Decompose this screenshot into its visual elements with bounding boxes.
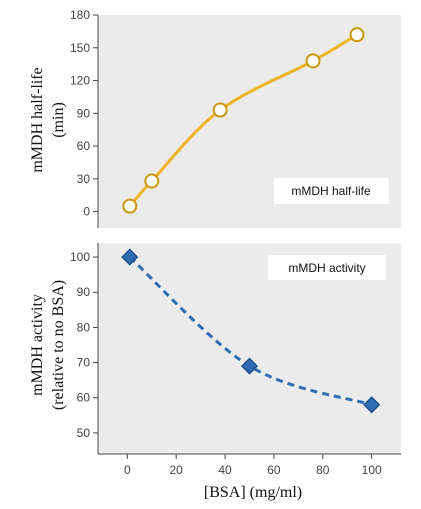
top-legend-text: mMDH half-life <box>291 184 371 198</box>
top-panel: 0 30 60 90 120 150 180 mMDH half-life mMDH hal… <box>29 8 401 228</box>
top-y-tick-label: 30 <box>77 172 91 186</box>
top-y-ticks: 0 30 60 90 120 150 180 <box>70 8 98 219</box>
top-data-point <box>305 53 321 69</box>
top-data-point <box>349 27 365 43</box>
bottom-y-tick-label: 60 <box>77 391 91 405</box>
bottom-panel: 50 60 70 80 90 100 0 20 40 60 80 100 mMDH activity… <box>29 243 401 501</box>
bottom-y-tick-label: 80 <box>77 320 91 334</box>
bottom-series <box>121 248 381 414</box>
top-legend: mMDH half-life <box>274 178 389 204</box>
bottom-y-tick-label: 50 <box>77 426 91 440</box>
top-data-point <box>144 173 160 189</box>
x-axis-label: [BSA] (mg/ml) <box>204 484 302 501</box>
top-y-tick-label: 90 <box>77 106 91 120</box>
bottom-data-point <box>121 248 139 266</box>
top-y-tick-label: 60 <box>77 139 91 153</box>
top-legend-box <box>274 178 389 204</box>
bottom-legend-box <box>268 255 386 280</box>
top-y-tick-label: 120 <box>70 74 90 88</box>
bottom-y-ticks: 50 60 70 80 90 100 <box>70 250 98 440</box>
bottom-y-tick-label: 100 <box>70 250 90 264</box>
bottom-x-ticks: 0 20 40 60 80 100 <box>124 454 382 477</box>
x-tick-label: 0 <box>124 463 131 477</box>
bottom-y-tick-label: 70 <box>77 356 91 370</box>
top-data-point <box>212 102 228 118</box>
bottom-data-point <box>363 396 381 414</box>
x-tick-label: 60 <box>267 463 281 477</box>
x-tick-label: 40 <box>218 463 232 477</box>
bottom-legend-text: mMDH activity <box>288 261 365 275</box>
top-y-tick-label: 0 <box>83 205 90 219</box>
bottom-y-axis-label: mMDH activity <box>29 294 46 396</box>
bottom-y-tick-label: 90 <box>77 285 91 299</box>
top-y-axis-label-unit: (min) <box>50 102 67 138</box>
bottom-legend: mMDH activity <box>268 255 386 280</box>
top-y-tick-label: 180 <box>70 8 90 22</box>
bottom-y-axis-label-unit: (relative to no BSA) <box>50 280 67 410</box>
x-tick-label: 80 <box>316 463 330 477</box>
x-tick-label: 20 <box>170 463 184 477</box>
top-data-point <box>122 198 138 214</box>
top-y-axis-label: mMDH half-life <box>29 67 46 172</box>
top-series <box>122 27 365 214</box>
top-y-tick-label: 150 <box>70 41 90 55</box>
bottom-data-point <box>240 357 259 375</box>
x-tick-label: 100 <box>362 463 382 477</box>
